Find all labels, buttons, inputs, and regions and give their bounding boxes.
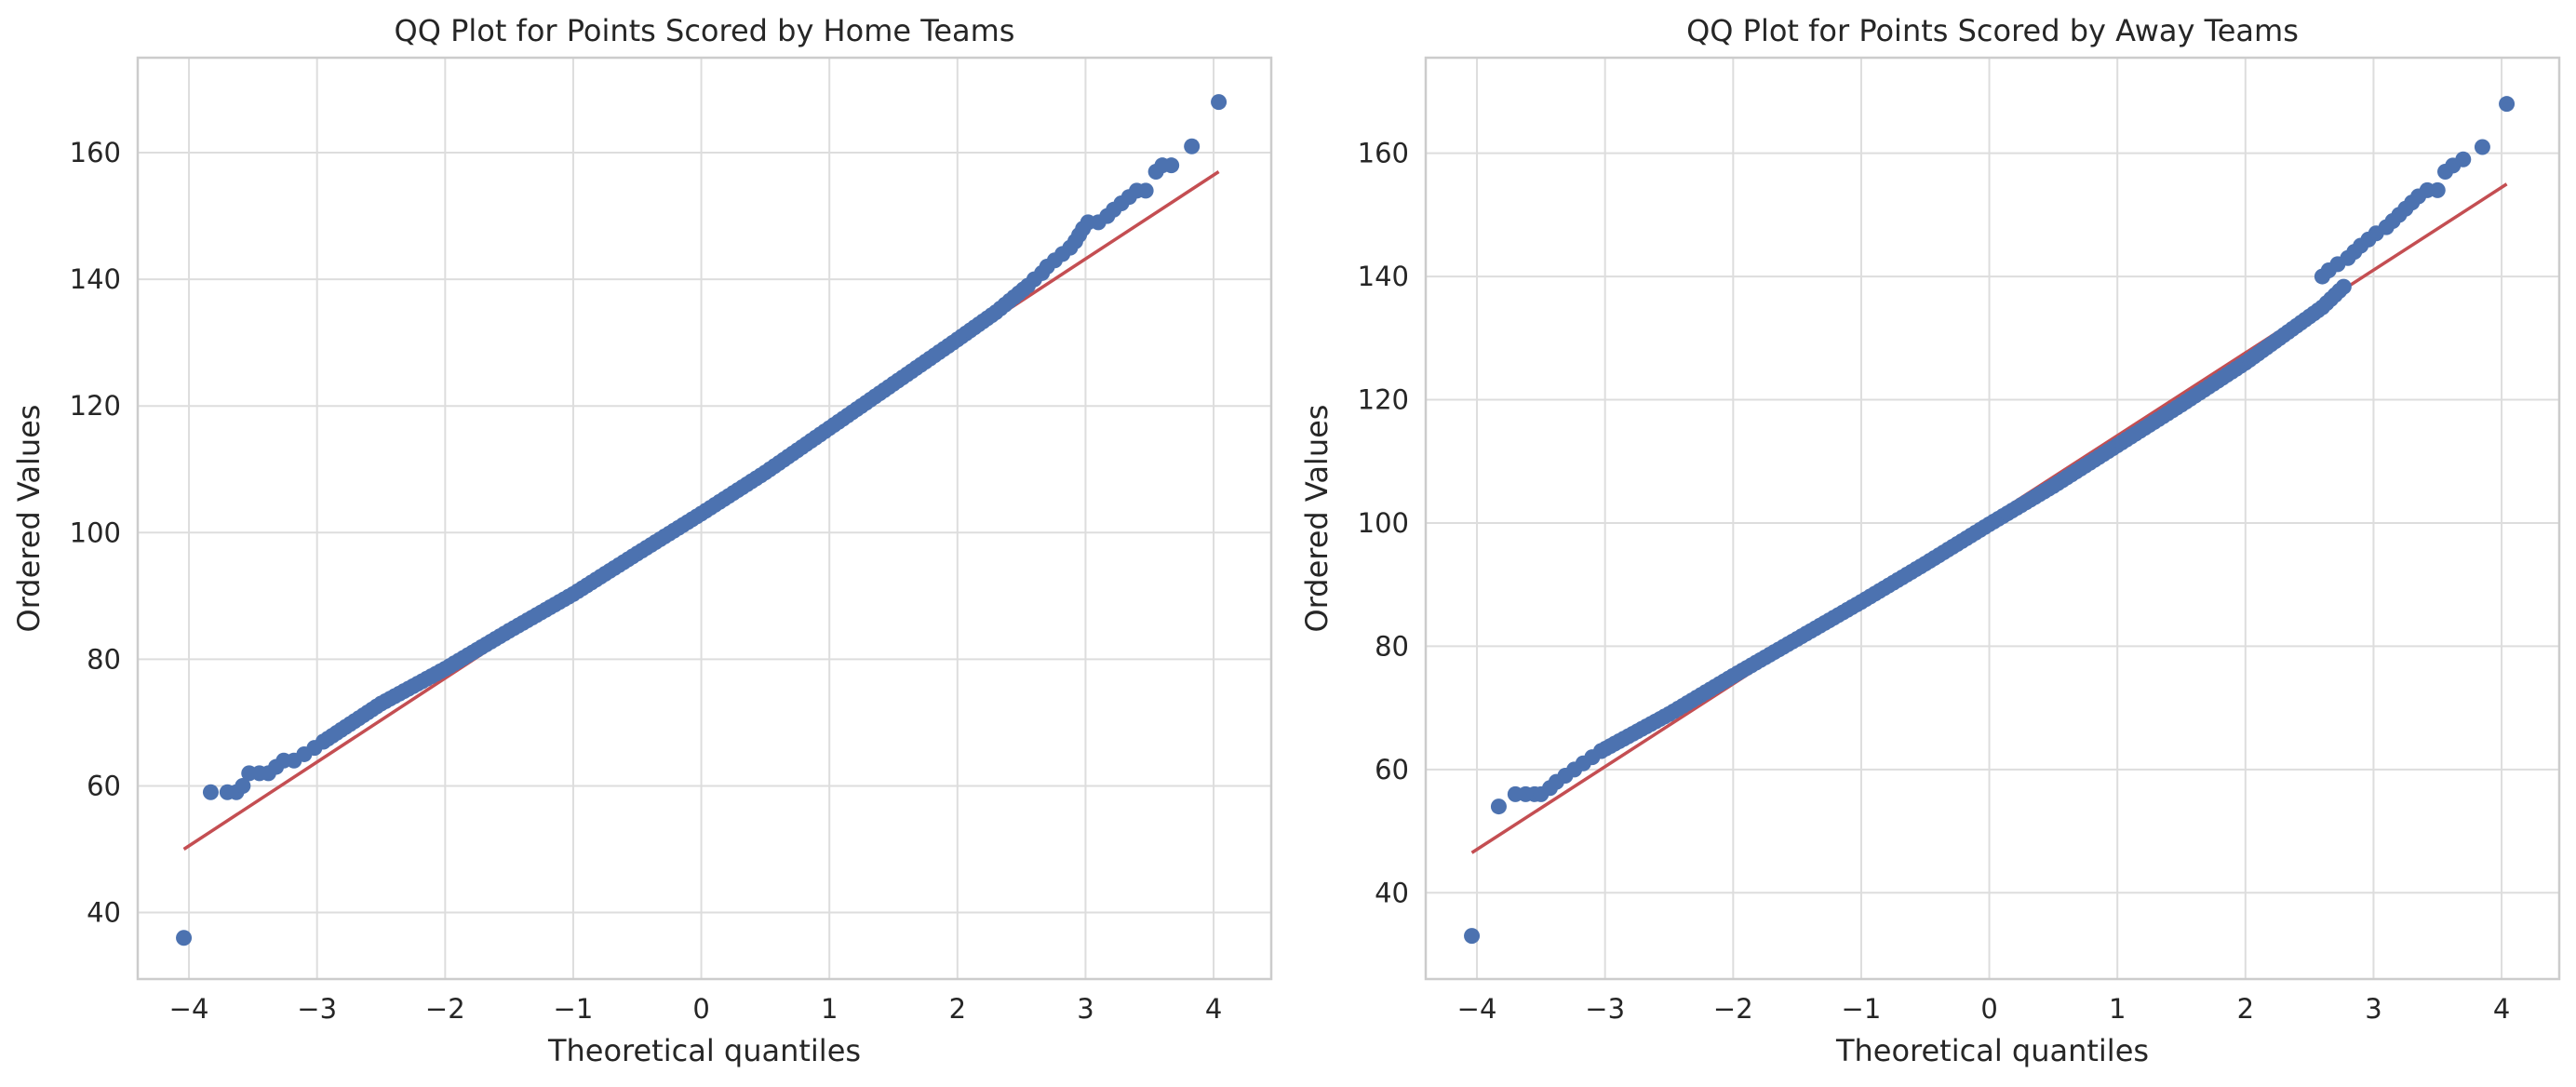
- home-axes-frame: [136, 56, 1273, 981]
- home-qq-point: [235, 777, 251, 794]
- home-qq-point: [1211, 94, 1228, 111]
- home-y-tick-label: 120: [70, 390, 121, 422]
- away-tick-labels: −4 −3 −2 −1 0 1 2 3 4 40 60 80 100 120 140 160: [1358, 138, 2511, 1025]
- away-x-axis-label: Theoretical quantiles: [1835, 1033, 2149, 1068]
- home-y-tick-label: 140: [70, 263, 121, 295]
- home-points-group: [176, 94, 1228, 946]
- home-y-tick-label: 40: [87, 897, 121, 929]
- home-y-tick-label: 100: [70, 517, 121, 548]
- away-chart-title: QQ Plot for Points Scored by Away Teams: [1686, 13, 2299, 48]
- away-y-tick-label: 80: [1375, 630, 1409, 662]
- away-x-tick-label: 0: [1980, 993, 1997, 1025]
- away-qq-point: [2499, 96, 2516, 113]
- home-x-tick-label: 1: [821, 993, 838, 1025]
- away-y-tick-label: 140: [1358, 261, 1409, 292]
- away-qq-point: [2474, 139, 2490, 155]
- away-x-tick-label: −4: [1457, 993, 1497, 1025]
- away-y-tick-label: 160: [1358, 138, 1409, 169]
- home-x-tick-label: −4: [169, 993, 209, 1025]
- home-qq-point: [176, 930, 193, 946]
- home-y-tick-label: 160: [70, 137, 121, 168]
- home-chart-title: QQ Plot for Points Scored by Home Teams: [395, 13, 1015, 48]
- away-y-tick-label: 100: [1358, 507, 1409, 539]
- away-x-tick-label: 3: [2365, 993, 2381, 1025]
- away-y-tick-label: 120: [1358, 384, 1409, 416]
- away-x-tick-label: −3: [1585, 993, 1625, 1025]
- home-qq-point: [202, 784, 219, 800]
- home-x-tick-label: 4: [1205, 993, 1222, 1025]
- away-y-tick-label: 60: [1375, 754, 1409, 785]
- home-qq-point: [1015, 281, 1032, 298]
- away-grid: [1426, 58, 2559, 979]
- away-x-tick-label: −1: [1842, 993, 1882, 1025]
- home-x-tick-label: 0: [692, 993, 709, 1025]
- home-teams-qq-panel: −4 −3 −2 −1 0 1 2 3 4 40 60 80 100 120 140 160 QQ Plot …: [11, 13, 1273, 1068]
- home-x-tick-label: −1: [554, 993, 594, 1025]
- home-x-axis-label: Theoretical quantiles: [547, 1033, 861, 1068]
- away-qq-point: [2429, 181, 2446, 198]
- away-y-axis-label: Ordered Values: [1299, 405, 1335, 633]
- home-x-tick-label: −2: [425, 993, 465, 1025]
- away-points-group: [1464, 96, 2516, 945]
- away-x-tick-label: −2: [1713, 993, 1753, 1025]
- away-axes-frame: [1424, 56, 2561, 981]
- home-y-axis-label: Ordered Values: [11, 405, 47, 633]
- home-y-tick-label: 60: [87, 770, 121, 801]
- away-teams-qq-panel: −4 −3 −2 −1 0 1 2 3 4 40 60 80 100 120 140 160 QQ Plot …: [1299, 13, 2561, 1068]
- home-qq-point: [1163, 157, 1180, 174]
- home-qq-point: [1137, 182, 1154, 199]
- away-y-tick-label: 40: [1375, 877, 1409, 908]
- away-x-tick-label: 1: [2109, 993, 2126, 1025]
- home-x-tick-label: −3: [297, 993, 337, 1025]
- away-qq-point: [1464, 928, 1481, 945]
- home-qq-point: [1184, 138, 1201, 154]
- home-x-tick-label: 2: [949, 993, 966, 1025]
- home-y-tick-label: 80: [87, 643, 121, 675]
- away-qq-point: [1490, 798, 1507, 815]
- home-x-tick-label: 3: [1077, 993, 1093, 1025]
- home-tick-labels: −4 −3 −2 −1 0 1 2 3 4 40 60 80 100 120 140 160: [70, 137, 1223, 1025]
- away-qq-point: [2335, 278, 2352, 295]
- away-qq-point: [2455, 151, 2472, 168]
- away-x-tick-label: 2: [2237, 993, 2254, 1025]
- away-x-tick-label: 4: [2493, 993, 2510, 1025]
